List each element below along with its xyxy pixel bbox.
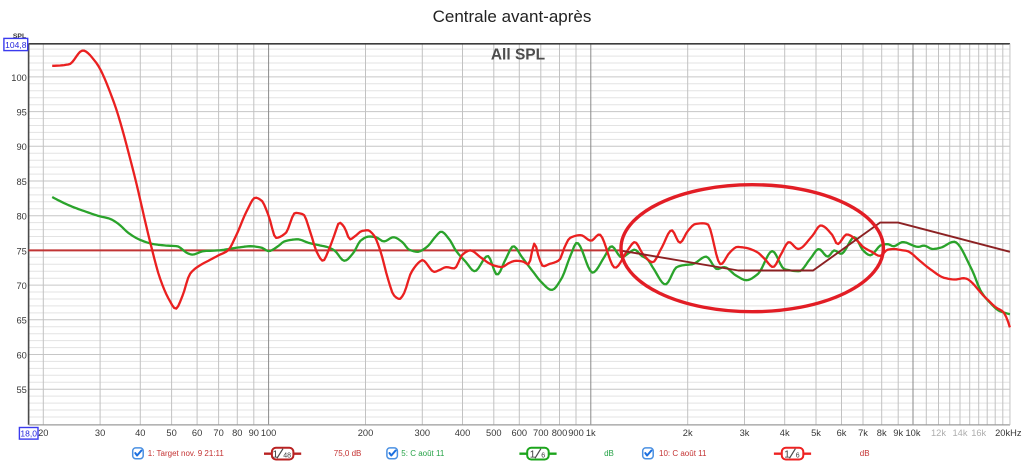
svg-text:5k: 5k (811, 428, 821, 438)
svg-text:104,8: 104,8 (5, 40, 27, 50)
svg-text:5: C août 11: 5: C août 11 (401, 449, 445, 458)
svg-text:75: 75 (16, 246, 26, 256)
svg-text:50: 50 (166, 428, 176, 438)
svg-text:40: 40 (135, 428, 145, 438)
svg-text:Centrale avant-après: Centrale avant-après (433, 7, 592, 26)
svg-text:60: 60 (16, 350, 26, 360)
svg-text:All SPL: All SPL (491, 47, 545, 64)
svg-text:65: 65 (16, 316, 26, 326)
svg-text:7k: 7k (858, 428, 868, 438)
svg-text:10: C août 11: 10: C août 11 (659, 449, 707, 458)
svg-text:6: 6 (541, 453, 545, 460)
svg-text:20kHz: 20kHz (995, 428, 1022, 438)
svg-text:6k: 6k (837, 428, 847, 438)
svg-text:10k: 10k (906, 428, 921, 438)
svg-text:90: 90 (249, 428, 259, 438)
svg-text:85: 85 (16, 177, 26, 187)
svg-text:2k: 2k (683, 428, 693, 438)
svg-text:500: 500 (486, 428, 502, 438)
svg-text:70: 70 (213, 428, 223, 438)
svg-text:900: 900 (568, 428, 584, 438)
svg-text:70: 70 (16, 281, 26, 291)
svg-text:400: 400 (455, 428, 471, 438)
svg-text:16k: 16k (971, 428, 986, 438)
svg-text:300: 300 (415, 428, 431, 438)
svg-text:1: 1 (273, 450, 279, 461)
svg-text:1: Target nov. 9 21:11: 1: Target nov. 9 21:11 (148, 449, 225, 458)
svg-text:9k: 9k (893, 428, 903, 438)
svg-text:90: 90 (16, 142, 26, 152)
svg-text:75,0 dB: 75,0 dB (334, 449, 362, 458)
svg-text:14k: 14k (953, 428, 968, 438)
svg-text:48: 48 (283, 453, 291, 460)
svg-text:1: 1 (784, 450, 790, 461)
svg-text:1k: 1k (586, 428, 596, 438)
svg-text:100: 100 (261, 428, 277, 438)
svg-text:12k: 12k (931, 428, 946, 438)
svg-text:1: 1 (530, 450, 536, 461)
svg-text:3k: 3k (740, 428, 750, 438)
svg-text:200: 200 (358, 428, 374, 438)
svg-text:100: 100 (11, 73, 27, 83)
svg-text:700: 700 (533, 428, 549, 438)
svg-text:95: 95 (16, 108, 26, 118)
svg-text:30: 30 (95, 428, 105, 438)
svg-text:SPL: SPL (13, 33, 26, 40)
svg-text:18,0: 18,0 (20, 429, 37, 439)
svg-text:8k: 8k (877, 428, 887, 438)
svg-text:600: 600 (512, 428, 528, 438)
svg-text:dB: dB (860, 449, 870, 458)
svg-text:800: 800 (552, 428, 568, 438)
svg-text:80: 80 (16, 212, 26, 222)
svg-text:dB: dB (604, 449, 614, 458)
svg-text:20: 20 (38, 428, 48, 438)
svg-text:6: 6 (796, 453, 800, 460)
svg-text:4k: 4k (780, 428, 790, 438)
svg-text:80: 80 (232, 428, 242, 438)
svg-text:55: 55 (16, 385, 26, 395)
svg-text:60: 60 (192, 428, 202, 438)
